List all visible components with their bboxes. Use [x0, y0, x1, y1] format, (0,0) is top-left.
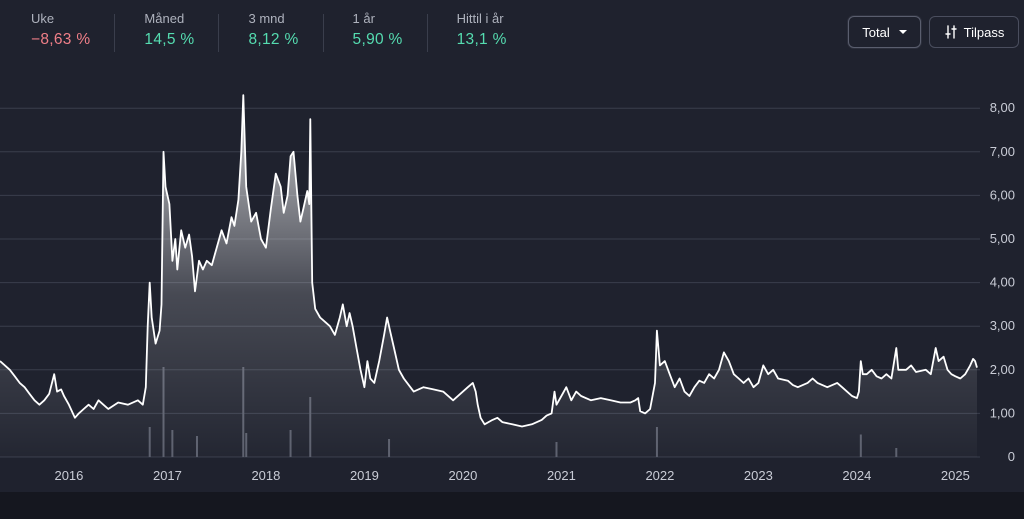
stat-week-label: Uke [31, 11, 55, 26]
stat-1-year: 1 år 5,90 % [322, 10, 427, 52]
x-tick-label: 2019 [350, 468, 379, 483]
y-tick-label: 2,00 [990, 362, 1015, 377]
customize-label: Tilpass [963, 24, 1005, 40]
price-area [0, 95, 977, 457]
caret-down-icon [898, 30, 907, 34]
x-tick-label: 2016 [54, 468, 83, 483]
stat-ytd-label: Hittil i år [456, 11, 504, 26]
customize-button[interactable]: Tilpass [929, 16, 1019, 48]
stat-3-months: 3 mnd 8,12 % [218, 10, 322, 52]
sliders-icon [944, 25, 957, 39]
y-tick-label: 1,00 [990, 405, 1015, 420]
x-tick-label: 2021 [547, 468, 576, 483]
stat-3-months-label: 3 mnd [248, 11, 285, 26]
y-tick-label: 6,00 [990, 187, 1015, 202]
stat-1-year-value: 5,90 % [352, 31, 403, 48]
y-tick-label: 7,00 [990, 144, 1015, 159]
performance-stats: Uke −8,63 % Måned 14,5 % 3 mnd 8,12 % 1 … [0, 10, 531, 54]
x-tick-label: 2025 [941, 468, 970, 483]
stat-week-value: −8,63 % [31, 31, 91, 48]
stat-ytd: Hittil i år 13,1 % [426, 10, 531, 52]
footer-bar [0, 492, 1024, 519]
period-select-label: Total [862, 24, 890, 40]
x-tick-label: 2024 [842, 468, 871, 483]
y-tick-label: 3,00 [990, 318, 1015, 333]
y-tick-label: 5,00 [990, 231, 1015, 246]
stat-month: Måned 14,5 % [114, 10, 218, 52]
stat-month-label: Måned [144, 11, 185, 26]
x-tick-label: 2018 [251, 468, 280, 483]
price-line [0, 94, 978, 428]
stat-1-year-label: 1 år [352, 11, 375, 26]
price-chart: 01,002,003,004,005,006,007,008,00 2016 20… [0, 94, 1015, 483]
x-tick-label: 2020 [448, 468, 477, 483]
y-tick-label: 0 [1008, 449, 1015, 464]
stat-month-value: 14,5 % [144, 31, 195, 48]
stat-ytd-value: 13,1 % [456, 31, 507, 48]
x-axis-labels: 2016 2017 2018 2019 2020 2021 2022 2023 2024 2025 [54, 468, 969, 483]
stat-3-months-value: 8,12 % [248, 31, 299, 48]
x-tick-label: 2017 [153, 468, 182, 483]
y-tick-label: 4,00 [990, 275, 1015, 290]
period-select-button[interactable]: Total [848, 16, 921, 48]
x-tick-label: 2022 [645, 468, 674, 483]
y-axis-labels: 0 1,00 2,00 3,00 4,00 5,00 6,00 7,00 8,00 [990, 100, 1015, 464]
x-tick-label: 2023 [744, 468, 773, 483]
y-tick-label: 8,00 [990, 100, 1015, 115]
stat-week: Uke −8,63 % [0, 10, 114, 50]
